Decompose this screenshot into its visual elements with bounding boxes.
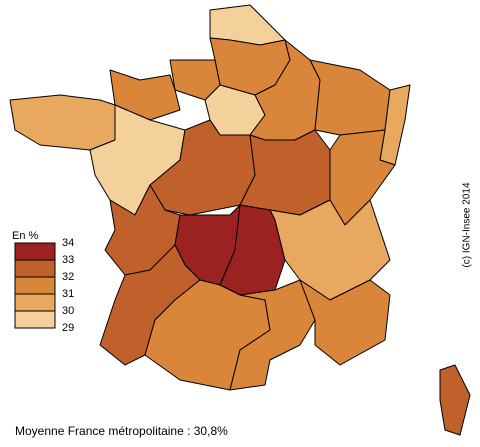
legend-tick-label: 30 [62,305,74,317]
legend-swatch [14,293,56,312]
footer: Moyenne France métropolitaine : 30,8% [15,424,228,438]
legend-swatch [14,259,56,278]
legend-tick-label: 31 [62,288,74,300]
legend-title: En % [12,230,39,242]
legend-tick-label: 29 [62,322,74,334]
region [309,59,391,136]
legend-swatch [14,310,56,329]
region [9,94,116,151]
region [269,199,391,301]
legend-tick-label: 32 [62,271,74,283]
regions [9,4,471,436]
legend-swatch [14,276,56,295]
region [439,364,471,436]
credit: (c) IGN-Insee 2014 [462,182,473,267]
legend-swatch [14,242,56,261]
region [299,279,391,366]
legend-tick-label: 34 [62,237,74,249]
legend-tick-label: 33 [62,254,74,266]
legend: 34 33 32 31 30 29 [14,237,74,334]
region [229,279,316,391]
